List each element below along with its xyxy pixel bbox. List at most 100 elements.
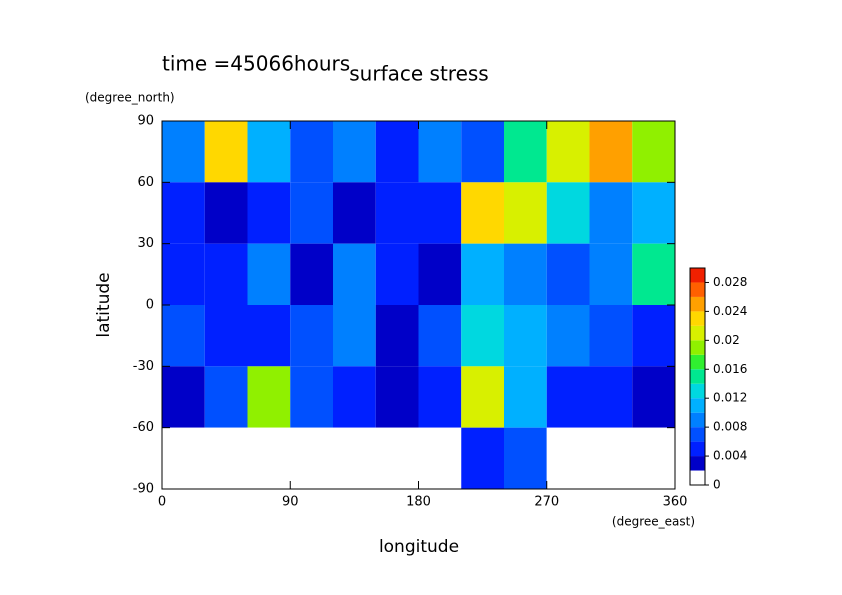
x-axis-label: longitude <box>379 537 459 557</box>
cell <box>632 243 675 305</box>
cell <box>375 305 419 367</box>
cell <box>546 305 590 367</box>
colorbar-box <box>690 427 705 442</box>
y-tick-label: 60 <box>137 175 154 190</box>
colorbar-box <box>690 383 705 399</box>
y-axis-label: latitude <box>94 272 114 337</box>
cell <box>162 305 205 367</box>
chart-subtitle: time =45066hours <box>162 52 350 76</box>
x-tick-label: 90 <box>282 495 299 510</box>
cell <box>589 427 633 489</box>
cell <box>418 243 462 305</box>
cell <box>204 366 248 428</box>
x-tick-label: 270 <box>534 495 559 510</box>
cell <box>247 427 291 489</box>
cell <box>247 121 291 183</box>
colorbar-box <box>690 398 705 413</box>
cell <box>461 121 504 183</box>
cell <box>461 182 504 244</box>
colorbar-tick-label: 0.028 <box>713 275 747 289</box>
cell <box>546 366 590 428</box>
cell <box>333 182 376 244</box>
cell <box>589 243 633 305</box>
y-tick-label: -30 <box>133 359 154 374</box>
cell <box>333 366 376 428</box>
cell <box>375 243 419 305</box>
cell <box>375 366 419 428</box>
cell <box>632 427 675 489</box>
colorbar-box <box>690 369 705 384</box>
cell <box>375 182 419 244</box>
cell <box>333 121 376 183</box>
colorbar-box <box>690 354 705 370</box>
cell <box>589 366 633 428</box>
cell <box>204 427 248 489</box>
cell <box>162 427 205 489</box>
cell <box>418 366 462 428</box>
cell <box>204 243 248 305</box>
cell <box>589 182 633 244</box>
cell <box>632 366 675 428</box>
cell <box>546 243 590 305</box>
cell <box>375 427 419 489</box>
cell <box>546 182 590 244</box>
cell <box>290 243 333 305</box>
cell <box>162 366 205 428</box>
colorbar-box <box>690 325 705 341</box>
cell <box>162 243 205 305</box>
cell <box>204 121 248 183</box>
cell <box>204 182 248 244</box>
colorbar-box <box>690 296 705 312</box>
cell <box>290 305 333 367</box>
cell <box>375 121 419 183</box>
cell <box>504 243 547 305</box>
cell <box>504 182 547 244</box>
colorbar-tick-label: 0.004 <box>713 449 747 463</box>
colorbar-box <box>690 456 705 471</box>
colorbar-box <box>690 340 705 355</box>
cell <box>247 305 291 367</box>
cell <box>504 305 547 367</box>
y-tick-label: -90 <box>133 482 154 497</box>
colorbar-box <box>690 470 705 485</box>
cell <box>290 366 333 428</box>
colorbar-box <box>690 412 705 428</box>
cell <box>162 182 205 244</box>
colorbar-box <box>690 311 705 326</box>
cell <box>418 427 462 489</box>
colorbar-tick-label: 0.024 <box>713 304 747 318</box>
cell <box>461 366 504 428</box>
x-tick-label: 180 <box>406 495 431 510</box>
cell <box>333 305 376 367</box>
cell <box>632 182 675 244</box>
colorbar-tick-label: 0.008 <box>713 420 747 434</box>
cell <box>504 366 547 428</box>
x-tick-label: 360 <box>663 495 688 510</box>
y-tick-label: 90 <box>137 114 154 129</box>
y-units: (degree_north) <box>85 91 175 105</box>
x-units: (degree_east) <box>612 515 695 529</box>
chart-title: surface stress <box>349 62 488 86</box>
cell <box>247 182 291 244</box>
cell <box>418 182 462 244</box>
cell <box>504 121 547 183</box>
colorbar-box <box>690 282 705 297</box>
cell <box>589 121 633 183</box>
cell <box>333 243 376 305</box>
cell <box>504 427 547 489</box>
cell <box>418 305 462 367</box>
cell <box>204 305 248 367</box>
cell <box>290 121 333 183</box>
cell <box>333 427 376 489</box>
cell <box>461 305 504 367</box>
cell <box>632 305 675 367</box>
y-tick-label: 0 <box>146 298 154 313</box>
y-tick-label: -60 <box>133 420 154 435</box>
cell <box>162 121 205 183</box>
colorbar-tick-label: 0 <box>713 478 721 492</box>
colorbar-box <box>690 441 705 457</box>
cell <box>247 366 291 428</box>
cell <box>589 305 633 367</box>
cell <box>247 243 291 305</box>
